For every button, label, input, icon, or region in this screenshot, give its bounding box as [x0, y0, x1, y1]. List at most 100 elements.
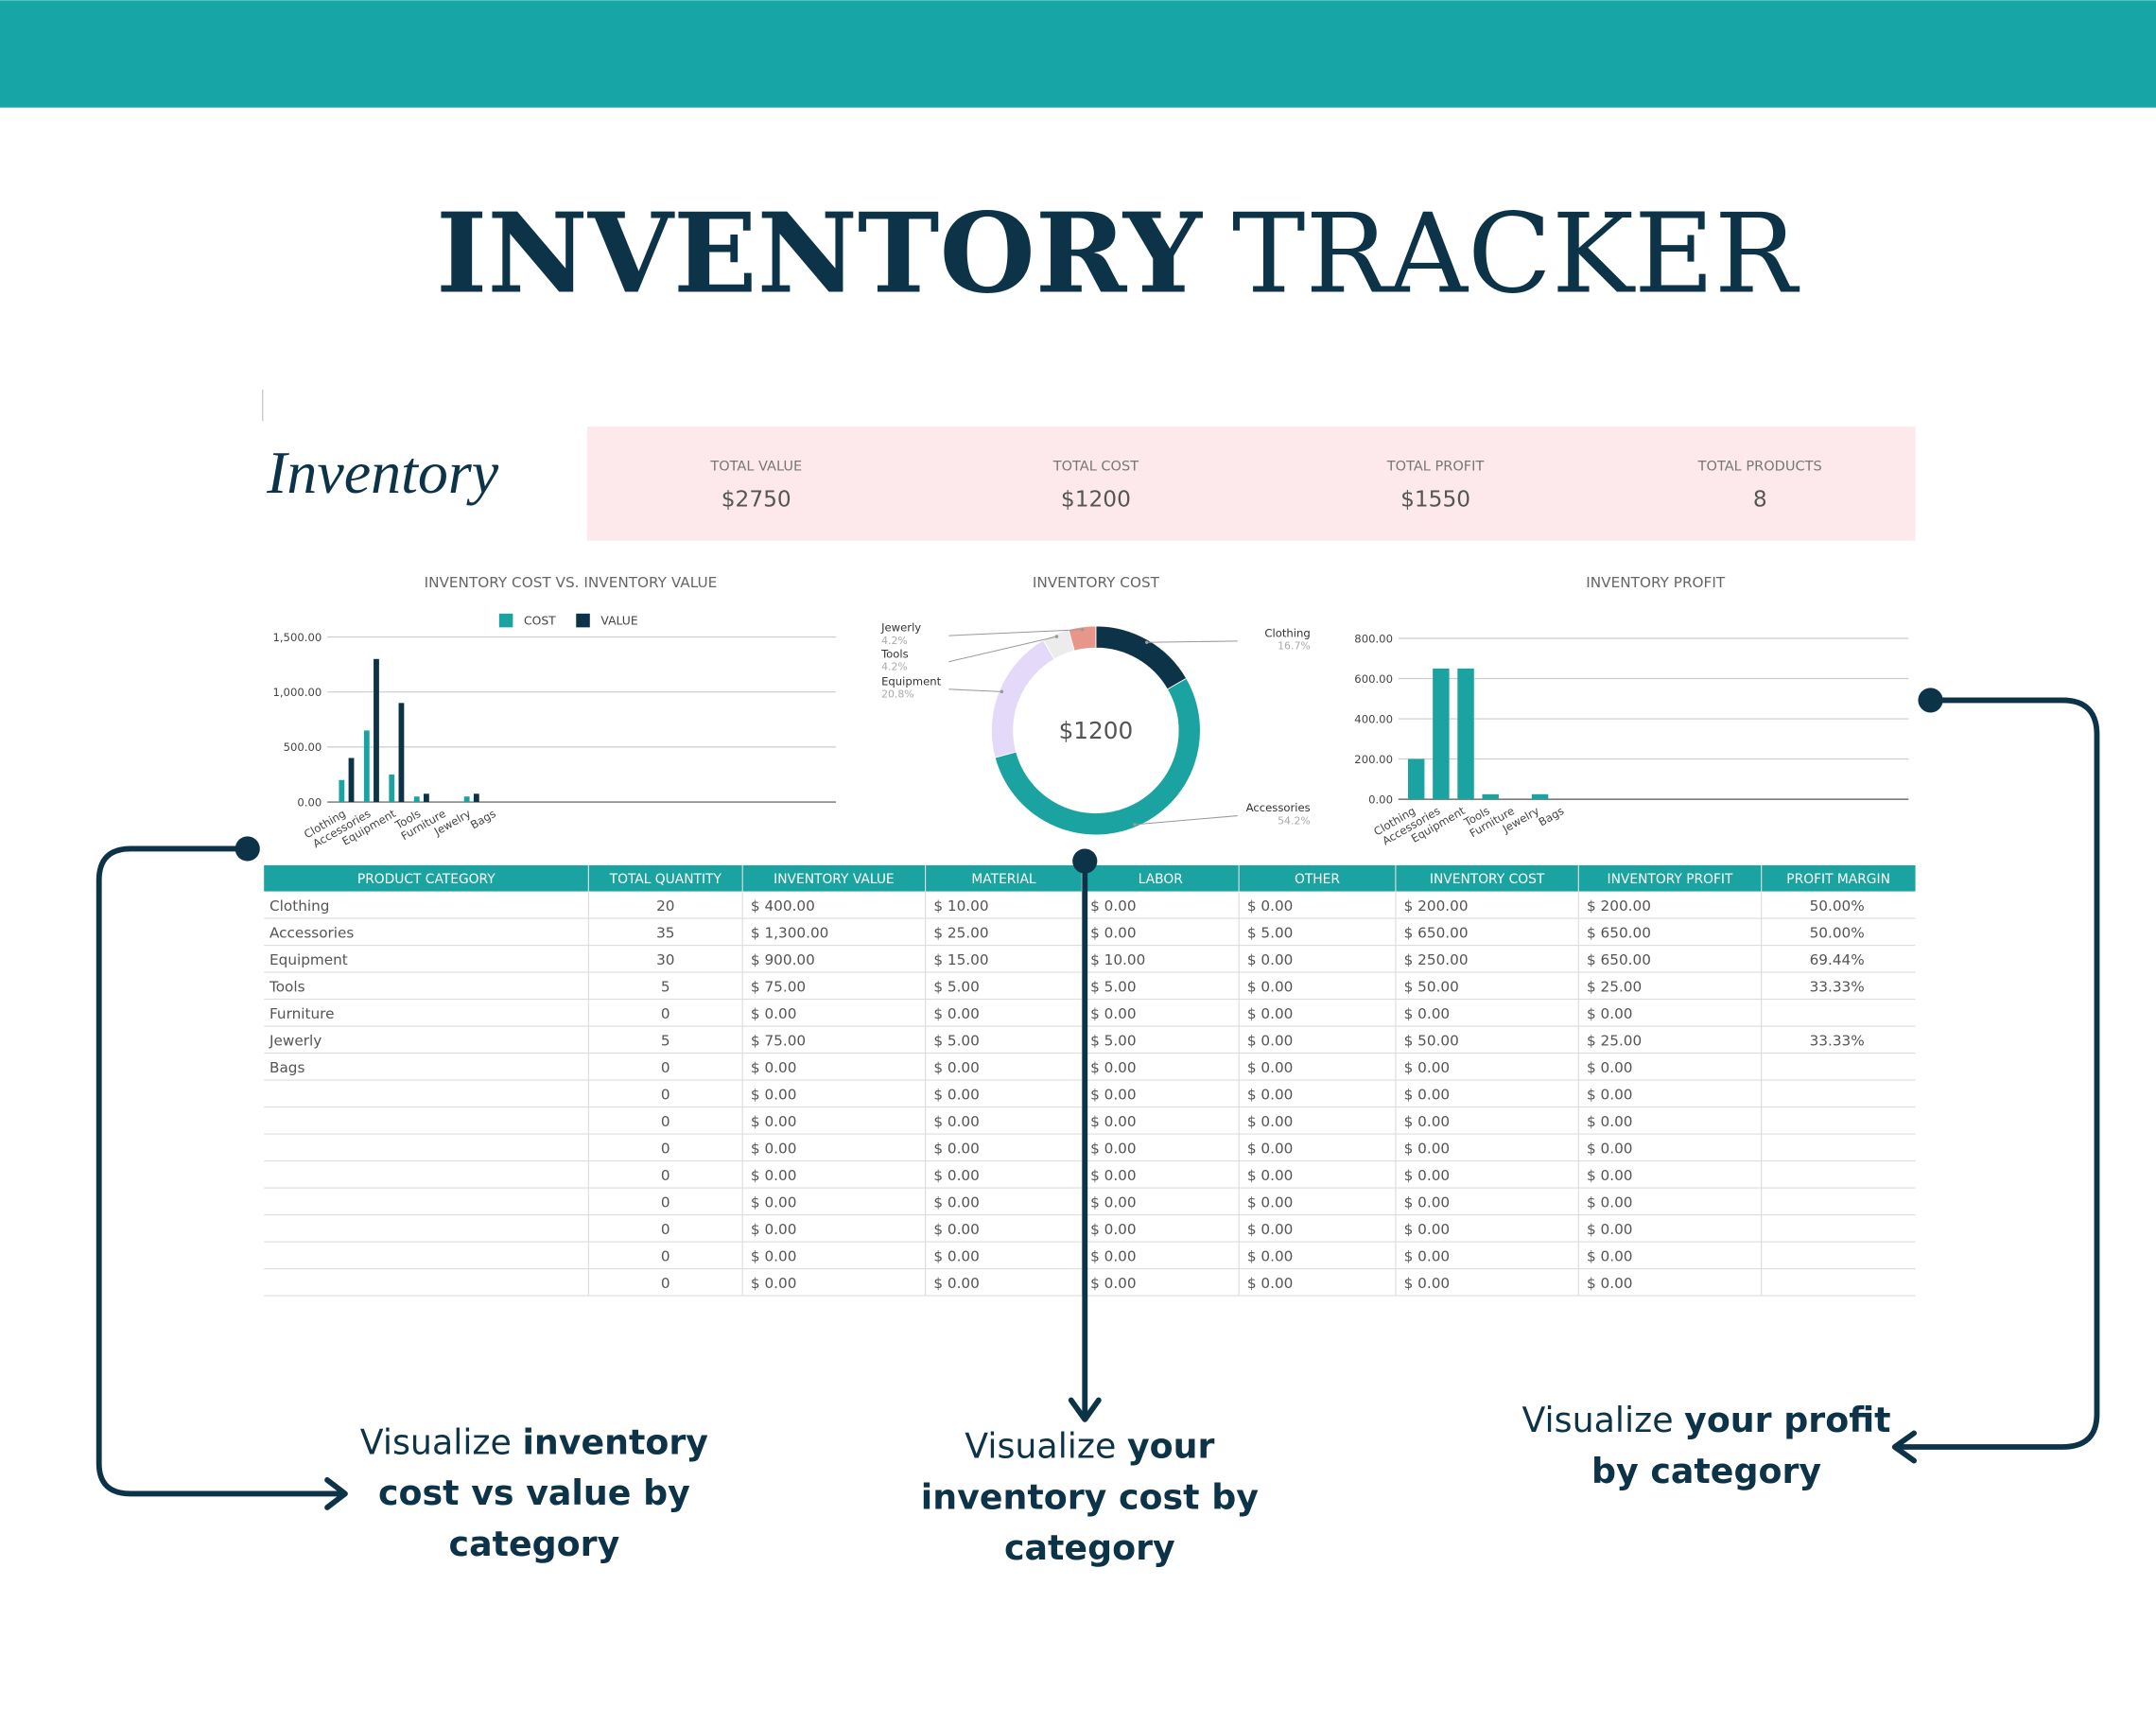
y-tick-label: 500.00 [284, 741, 322, 754]
table-cell: 50.00% [1810, 897, 1865, 915]
table-cell: $ 0.00 [1404, 1140, 1451, 1157]
table-cell: $ 0.00 [1090, 1247, 1137, 1264]
callout-emphasis: your profit by category [1591, 1400, 1891, 1491]
table-cell: $ 75.00 [751, 1032, 806, 1049]
leader-line [948, 688, 1002, 692]
table-cell: $ 0.00 [1090, 1194, 1137, 1211]
table-cell: $ 5.00 [933, 1032, 980, 1049]
table-cell: $ 0.00 [1404, 1275, 1451, 1292]
y-tick-label: 1,500.00 [272, 631, 322, 644]
table-cell: $ 0.00 [1247, 1086, 1294, 1103]
table-cell: 0 [661, 1247, 670, 1264]
table-cell: $ 0.00 [1247, 1005, 1294, 1022]
summary-value: $1200 [1061, 486, 1131, 512]
table-cell: $ 0.00 [1090, 1167, 1137, 1184]
table-cell: $ 0.00 [751, 1140, 797, 1157]
table-cell: $ 0.00 [1247, 1059, 1294, 1076]
table-cell: $ 0.00 [1247, 1247, 1294, 1264]
table-cell: $ 0.00 [751, 1167, 797, 1184]
table-cell: $ 0.00 [751, 1086, 797, 1103]
table-cell: $ 0.00 [933, 1140, 980, 1157]
table-cell: Tools [269, 978, 305, 995]
table-cell: $ 0.00 [1090, 1113, 1137, 1130]
summary-label: TOTAL VALUE [709, 460, 802, 475]
table-cell: $ 75.00 [751, 978, 806, 995]
page-title: INVENTORY TRACKER [436, 190, 1800, 319]
table-cell: 0 [661, 1113, 670, 1130]
donut-slice [1095, 625, 1188, 690]
logo: Inventory [266, 439, 499, 506]
y-tick-label: 200.00 [1354, 753, 1393, 766]
callout-lead: Visualize [1521, 1400, 1674, 1440]
column-header: INVENTORY VALUE [774, 872, 894, 887]
slice-value-label: 4.2% [881, 635, 908, 647]
table-cell: Clothing [270, 897, 329, 915]
top-banner [0, 0, 2156, 108]
table-cell: $ 0.00 [1247, 1221, 1294, 1238]
y-tick-label: 0.00 [1368, 793, 1393, 806]
table-cell: $ 200.00 [1587, 897, 1651, 915]
legend-swatch [498, 613, 513, 628]
table-cell: $ 0.00 [751, 1194, 797, 1211]
table-cell: $ 0.00 [1404, 1059, 1451, 1076]
slice-value-label: 4.2% [881, 660, 908, 672]
column-header: INVENTORY PROFIT [1608, 872, 1733, 887]
table-cell: 20 [656, 897, 674, 915]
table-cell: $ 0.00 [1404, 1194, 1451, 1211]
table-cell: 5 [661, 978, 670, 995]
table-cell: $ 0.00 [1404, 1005, 1451, 1022]
table-cell: $ 0.00 [933, 1086, 980, 1103]
column-header: OTHER [1295, 872, 1340, 887]
data-table: PRODUCT CATEGORY TOTAL QUANTITY INVENTORY … [264, 864, 1916, 1297]
bar [348, 758, 355, 803]
table-cell: $ 25.00 [1587, 978, 1642, 995]
callout-emphasis: inventory cost vs value by category [378, 1421, 709, 1564]
table-cell: $ 50.00 [1404, 1032, 1459, 1049]
callout-lead: Visualize [359, 1421, 512, 1462]
table-cell: $ 0.00 [933, 1194, 980, 1211]
table-cell: 0 [661, 1275, 670, 1292]
table-cell: 0 [661, 1086, 670, 1103]
slice-label: Tools [880, 647, 909, 660]
table-cell: $ 0.00 [933, 1005, 980, 1022]
leader-dot [1133, 823, 1137, 827]
arrow-head [1068, 1397, 1102, 1422]
arrow-head [1891, 1430, 1917, 1464]
summary-value: $1550 [1400, 486, 1470, 512]
table-cell: 0 [661, 1140, 670, 1157]
callout-box: Visualize inventory cost vs value by cat… [359, 1421, 709, 1564]
legend-swatch [576, 613, 590, 628]
table-cell: $ 0.00 [751, 1275, 797, 1292]
connector-left [96, 845, 347, 1497]
table-cell: $ 0.00 [1247, 1275, 1294, 1292]
table-cell: $ 0.00 [751, 1005, 797, 1022]
table-cell: $ 5.00 [1090, 1032, 1137, 1049]
table-cell: $ 250.00 [1404, 951, 1469, 968]
table-cell: $ 0.00 [1247, 897, 1294, 915]
summary-cards: TOTAL VALUE $2750 TOTAL COST $1200 TOTAL PRO… [709, 460, 1821, 513]
title-rest: TRACKER [1232, 191, 1800, 319]
column-header: LABOR [1139, 872, 1184, 887]
table-cell: $ 0.00 [1090, 924, 1137, 941]
table-cell: $ 0.00 [1090, 1005, 1137, 1022]
table-cell: $ 0.00 [1587, 1005, 1633, 1022]
table-cell: $ 1,300.00 [751, 924, 828, 941]
table-cell: 0 [661, 1167, 670, 1184]
leader-dot [1081, 627, 1085, 632]
table-cell: Jewerly [269, 1032, 322, 1049]
table-cell: $ 10.00 [1090, 951, 1145, 968]
donut-slice [994, 677, 1201, 836]
legend-label: VALUE [600, 614, 637, 627]
table-cell: $ 0.00 [1404, 1113, 1451, 1130]
table-cell: 30 [656, 951, 674, 968]
summary-value: $2750 [722, 486, 791, 512]
connectors [96, 688, 2100, 1510]
table-cell: $ 15.00 [933, 951, 988, 968]
table-cell: 5 [661, 1032, 670, 1049]
callout-emphasis: your inventory cost by category [920, 1426, 1259, 1568]
leader-line [1146, 640, 1238, 643]
table-cell: $ 0.00 [1090, 1059, 1137, 1076]
y-tick-label: 1,000.00 [272, 686, 322, 699]
table-cell: $ 0.00 [933, 1167, 980, 1184]
table-cell: $ 0.00 [1587, 1167, 1633, 1184]
